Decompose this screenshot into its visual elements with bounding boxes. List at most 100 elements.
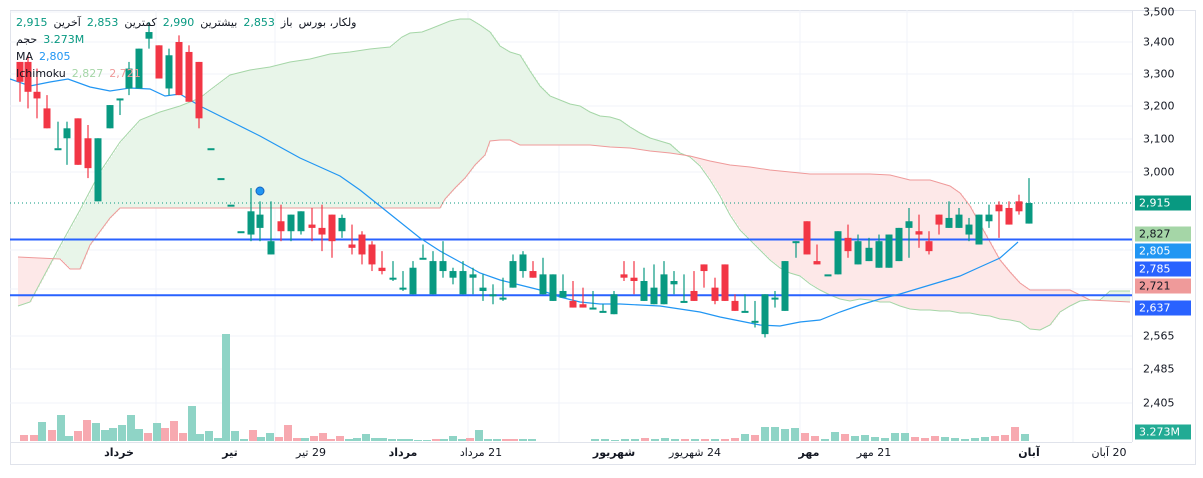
- ichimoku-cloud-slice: [492, 34, 494, 141]
- ichimoku-cloud-slice: [1070, 290, 1072, 306]
- ichimoku-cloud-slice: [816, 174, 818, 288]
- ichimoku-cloud-slice: [1052, 290, 1054, 323]
- ichimoku-legend[interactable]: Ichimoku 2,827 2,721: [16, 65, 357, 82]
- candle-body: [660, 274, 668, 305]
- ichimoku-cloud-slice: [144, 118, 146, 208]
- ichimoku-cloud-slice: [440, 25, 442, 208]
- ichimoku-cloud-slice: [180, 106, 182, 208]
- ichimoku-cloud-slice: [558, 99, 560, 145]
- price-tick-label: 3,200: [1143, 99, 1175, 113]
- volume-bar: [310, 436, 318, 441]
- ichimoku-cloud-slice: [676, 149, 678, 154]
- ichimoku-cloud-slice: [272, 66, 274, 208]
- ichimoku-cloud-slice: [120, 142, 122, 208]
- ichimoku-cloud-slice: [550, 96, 552, 145]
- candle-body: [509, 261, 517, 288]
- ichimoku-cloud-slice: [1068, 290, 1070, 308]
- ichimoku-cloud-slice: [414, 32, 416, 209]
- volume-bar: [153, 423, 161, 441]
- price-tick-label: 3,300: [1143, 67, 1175, 81]
- ichimoku-cloud-slice: [1056, 290, 1058, 318]
- ichimoku-cloud-slice: [346, 52, 348, 209]
- ichimoku-cloud-slice: [112, 154, 114, 216]
- volume-bar: [161, 428, 169, 441]
- ichimoku-cloud-slice: [252, 69, 254, 208]
- ichimoku-cloud-slice: [304, 59, 306, 209]
- volume-bar: [449, 436, 457, 441]
- ichimoku-cloud-slice: [606, 116, 608, 147]
- volume-bar: [257, 437, 265, 441]
- candle-body: [449, 271, 457, 278]
- time-axis[interactable]: خرداد تیر 29 تیر مرداد 21 مرداد شهریور 24 شهری…: [10, 442, 1132, 466]
- ichimoku-cloud-slice: [66, 235, 68, 265]
- time-tick-label: مرداد: [388, 446, 418, 459]
- ichimoku-cloud-slice: [184, 104, 186, 208]
- candle-body: [439, 261, 447, 272]
- ichimoku-cloud-slice: [400, 38, 402, 209]
- ichimoku-cloud-slice: [846, 174, 848, 301]
- symbol-name[interactable]: ولکار، بورس: [298, 16, 357, 29]
- ichimoku-cloud-slice: [960, 193, 962, 313]
- volume-bar: [414, 440, 422, 441]
- volume-bar: [284, 425, 292, 441]
- ichimoku-cloud-slice: [776, 170, 778, 265]
- ichimoku-cloud-slice: [238, 73, 240, 208]
- ichimoku-cloud-slice: [618, 119, 620, 148]
- candle-body: [630, 277, 638, 282]
- ichimoku-cloud-slice: [726, 164, 728, 208]
- volume-bar: [388, 439, 396, 441]
- ichimoku-cloud-slice: [868, 174, 870, 300]
- candle-body: [925, 241, 933, 252]
- ichimoku-cloud-slice: [276, 65, 278, 208]
- close-label: آخرین: [53, 16, 81, 29]
- ichimoku-cloud-slice: [94, 183, 96, 240]
- volume-bar: [92, 423, 100, 441]
- ichimoku-cloud-slice: [752, 167, 754, 242]
- ichimoku-cloud-slice: [1066, 290, 1068, 309]
- ma-legend[interactable]: MA 2,805: [16, 48, 357, 65]
- time-tick-label: 24 شهریور: [669, 446, 721, 459]
- ichimoku-cloud-slice: [230, 75, 232, 208]
- volume-legend[interactable]: 3.273M حجم: [16, 31, 357, 48]
- price-axis[interactable]: 3,500 3,400 3,300 3,200 3,100 3,000 2,565 2,485…: [1132, 6, 1197, 442]
- ichimoku-cloud-slice: [54, 257, 56, 259]
- ichimoku-cloud-slice: [462, 19, 464, 181]
- volume-bar: [502, 439, 510, 441]
- volume-bar: [711, 439, 719, 441]
- ichimoku-cloud-slice: [980, 224, 982, 315]
- ichimoku-cloud-slice: [428, 29, 430, 208]
- candle-body: [895, 227, 903, 262]
- chart-plot-area[interactable]: [10, 10, 1132, 442]
- ichimoku-cloud-slice: [920, 180, 922, 310]
- candle-body: [875, 241, 883, 268]
- ichimoku-cloud-slice: [338, 53, 340, 209]
- volume-bar: [30, 435, 38, 441]
- ichimoku-cloud-slice: [348, 52, 350, 209]
- ichimoku-cloud-slice: [758, 168, 760, 248]
- ichimoku-cloud-slice: [620, 120, 622, 148]
- ichimoku-cloud-slice: [656, 139, 658, 152]
- price-badge: 2,637: [1135, 300, 1191, 316]
- ichimoku-cloud-slice: [802, 173, 804, 278]
- ichimoku-cloud-slice: [246, 71, 248, 208]
- ichimoku-cloud-slice: [694, 157, 696, 161]
- ichimoku-cloud-slice: [874, 174, 876, 301]
- candle-body: [84, 138, 92, 169]
- candle-body: [995, 204, 1003, 212]
- ichimoku-cloud-slice: [788, 171, 790, 272]
- volume-bar: [196, 434, 204, 441]
- ichimoku-cloud-slice: [662, 141, 664, 153]
- ichimoku-cloud-slice: [1012, 274, 1014, 321]
- time-tick-label: 29 تیر: [296, 446, 326, 459]
- volume-bar: [831, 432, 839, 441]
- ichimoku-cloud-slice: [226, 78, 228, 208]
- ichimoku-cloud-slice: [692, 156, 694, 159]
- volume-bar: [205, 431, 213, 441]
- ichimoku-cloud-slice: [164, 110, 166, 208]
- ichimoku-cloud-slice: [108, 160, 110, 221]
- candle-body: [915, 231, 923, 235]
- low-value: 2,853: [86, 16, 119, 29]
- ichimoku-cloud-slice: [58, 249, 60, 259]
- volume-bar: [275, 437, 283, 441]
- candlestick-chart[interactable]: [10, 10, 1132, 442]
